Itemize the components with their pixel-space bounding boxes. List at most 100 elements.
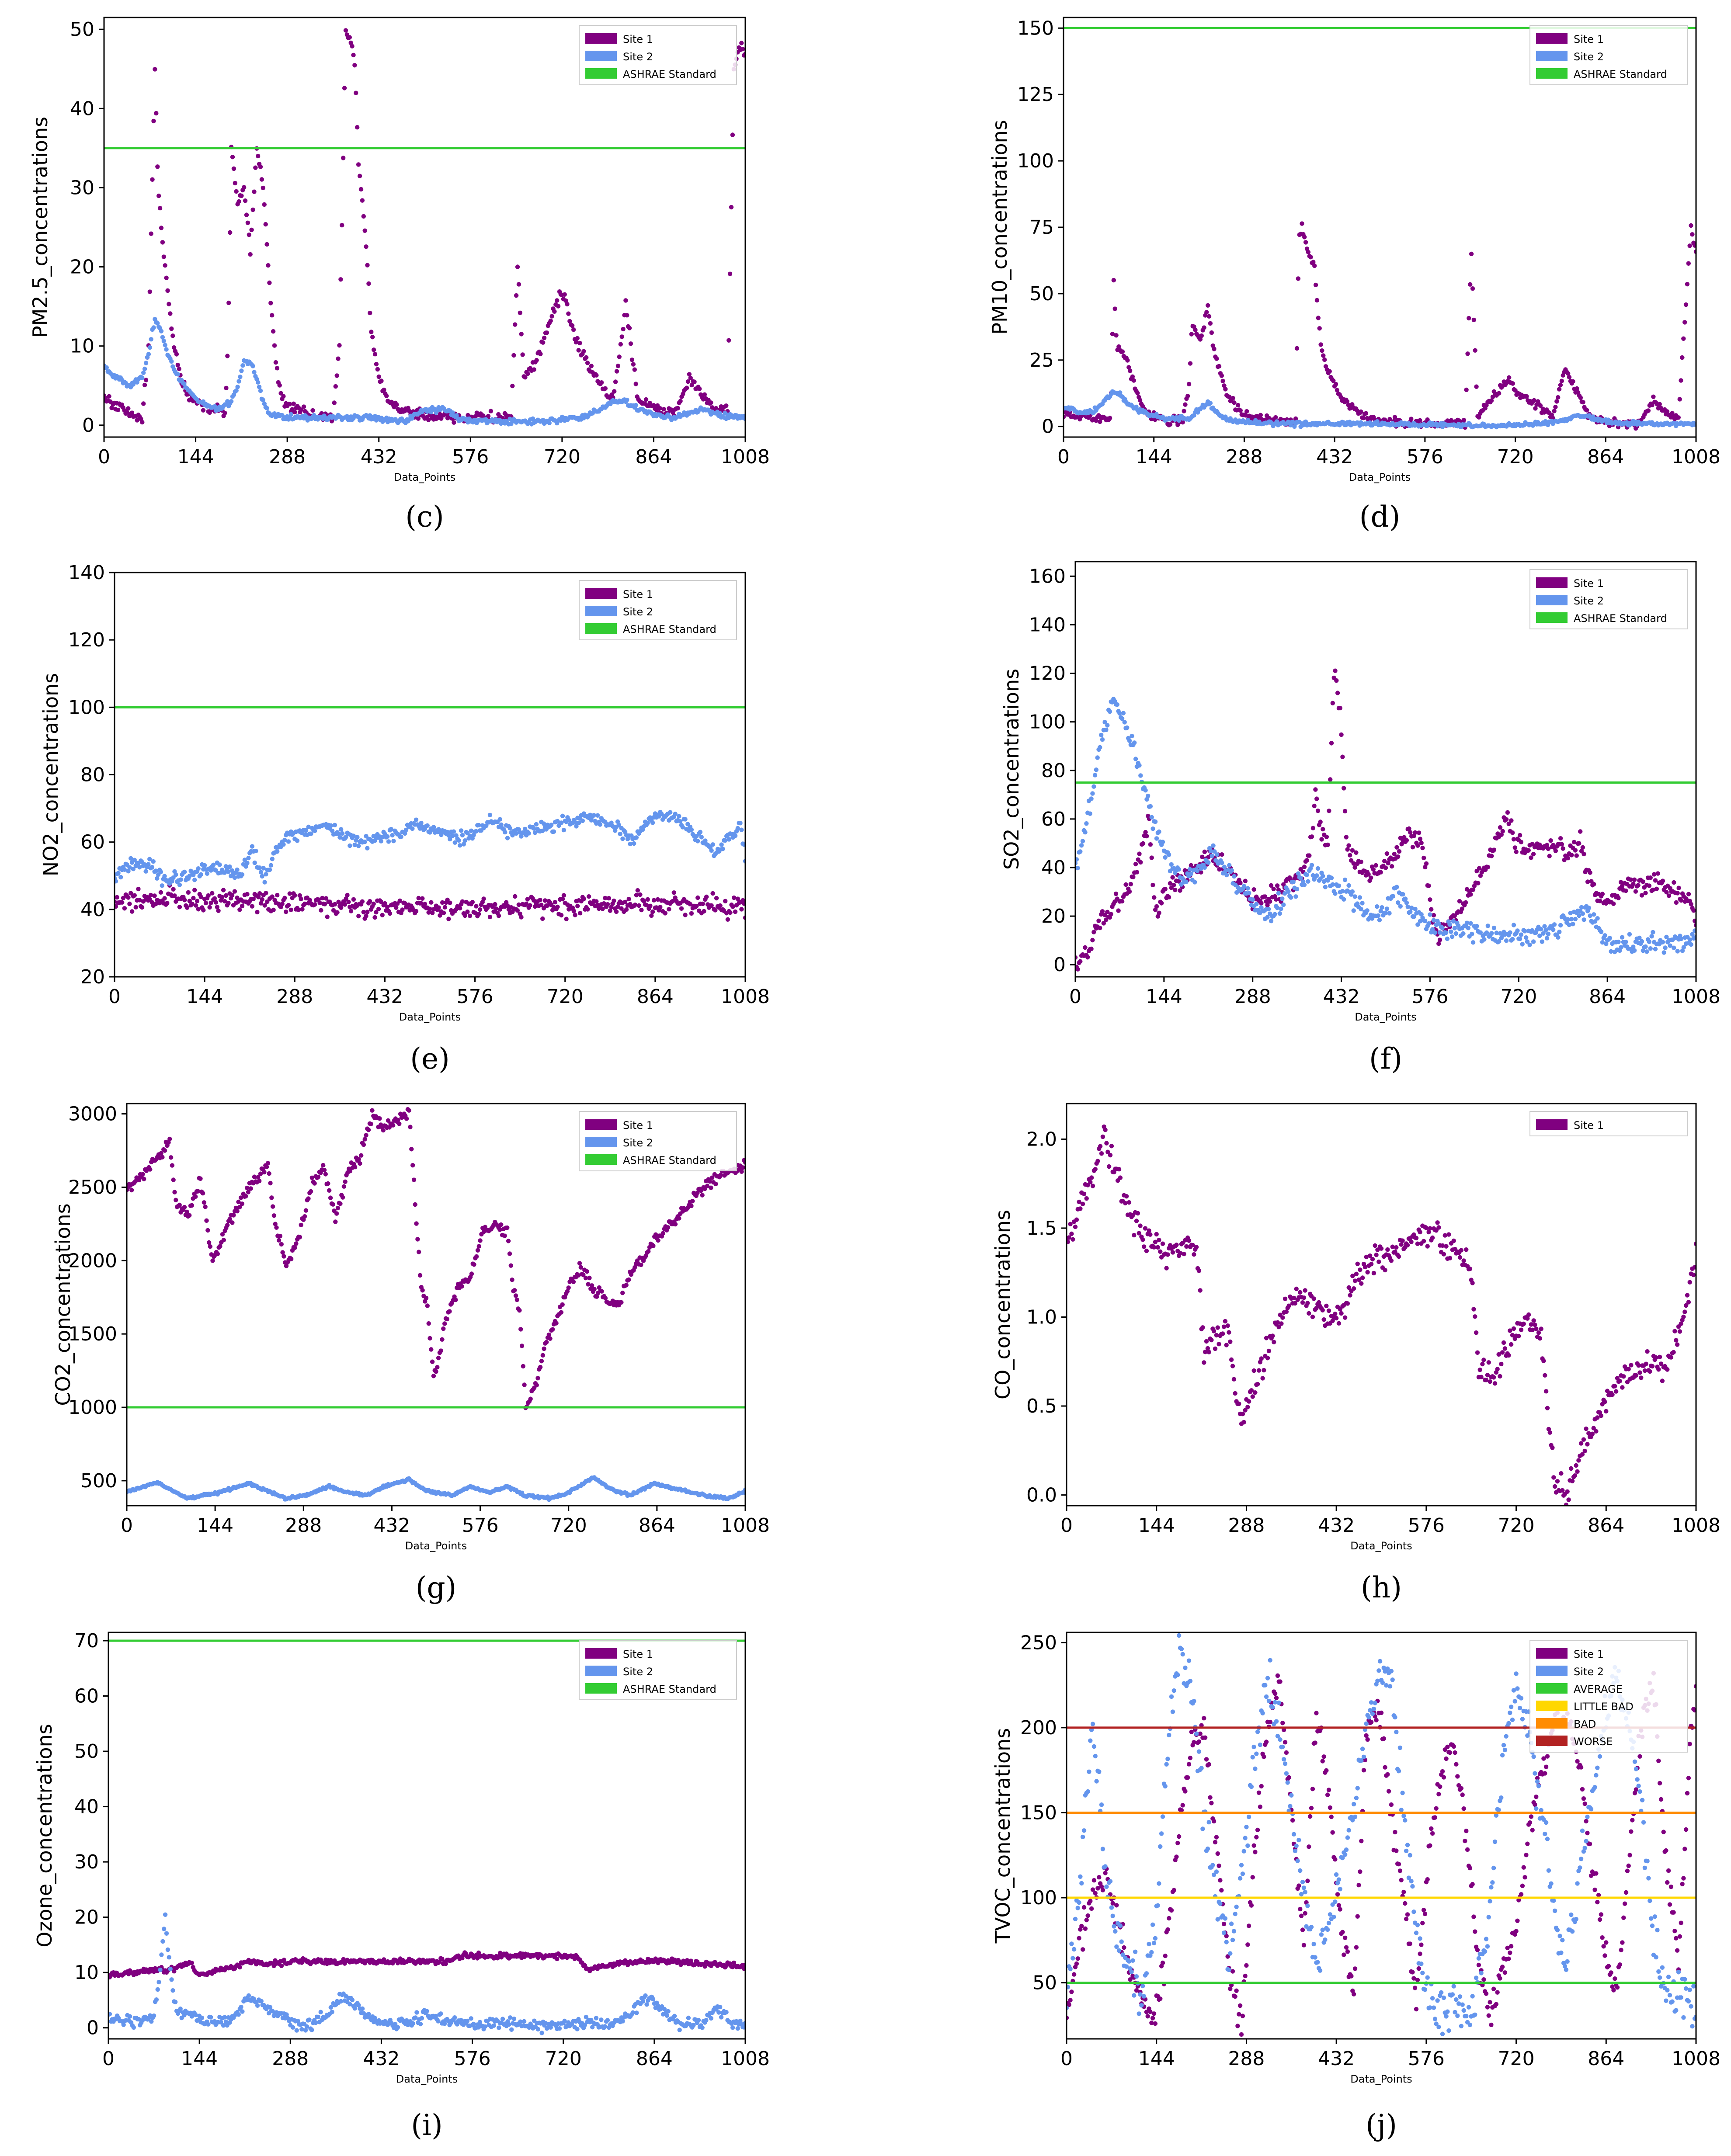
data-point <box>584 1269 590 1274</box>
data-point <box>270 313 275 318</box>
data-point <box>560 1302 565 1307</box>
data-point <box>1269 883 1274 888</box>
data-point <box>1224 872 1229 878</box>
data-point <box>343 1179 348 1184</box>
data-point <box>1313 282 1318 288</box>
data-point <box>277 383 282 388</box>
data-point <box>1327 369 1332 374</box>
data-point <box>528 903 532 908</box>
data-point <box>623 298 628 303</box>
data-point <box>1245 886 1250 891</box>
data-point <box>226 869 231 874</box>
data-point <box>409 1147 414 1152</box>
data-point <box>709 400 713 405</box>
data-point <box>547 420 552 425</box>
data-point <box>627 326 632 330</box>
data-point <box>577 340 582 346</box>
data-point <box>1655 871 1660 876</box>
data-point <box>345 892 350 898</box>
data-point <box>1166 895 1171 899</box>
data-point <box>380 835 385 840</box>
legend-swatch <box>1536 612 1568 623</box>
data-point <box>1600 940 1605 945</box>
data-point <box>1436 941 1441 946</box>
data-point <box>344 414 350 419</box>
data-point <box>335 1205 341 1211</box>
data-point <box>1543 928 1548 933</box>
data-point <box>562 292 567 297</box>
data-point <box>518 1327 523 1332</box>
data-point <box>1208 321 1213 326</box>
data-point <box>574 824 579 829</box>
data-point <box>127 901 132 906</box>
data-point <box>379 839 383 844</box>
data-point <box>613 379 618 384</box>
data-point <box>1377 917 1382 923</box>
data-point <box>420 896 425 901</box>
data-point <box>1075 967 1080 972</box>
data-point <box>553 900 558 905</box>
data-point <box>358 187 364 192</box>
data-point <box>544 330 549 335</box>
data-point <box>434 1369 438 1374</box>
data-point <box>573 820 577 825</box>
data-point <box>1125 358 1130 363</box>
data-point <box>633 403 638 408</box>
data-point <box>1567 922 1571 927</box>
data-point <box>147 857 152 862</box>
data-point <box>1685 282 1690 287</box>
data-point <box>264 406 269 411</box>
data-point <box>1230 396 1235 401</box>
chart-panel-g: 0 144 288 432 576 720 864 100850010001500200025… <box>51 1103 770 1604</box>
data-point <box>542 1346 546 1351</box>
data-point <box>542 898 548 903</box>
data-point <box>1660 878 1665 883</box>
data-point <box>566 1285 571 1290</box>
data-point <box>239 193 244 198</box>
data-point <box>1559 842 1564 847</box>
data-point <box>1409 906 1414 910</box>
data-point <box>1409 417 1414 421</box>
x-tick-label: 288 <box>269 446 306 468</box>
data-point <box>564 917 569 921</box>
data-point <box>374 910 379 915</box>
data-point <box>1556 935 1561 940</box>
data-point <box>671 890 677 895</box>
data-point <box>289 1257 294 1261</box>
data-point <box>577 911 583 916</box>
data-point <box>147 896 152 902</box>
data-point <box>366 1128 371 1132</box>
data-point <box>320 896 325 901</box>
data-point <box>261 185 265 191</box>
data-point <box>397 1121 402 1126</box>
data-point <box>372 915 377 920</box>
data-point <box>460 833 465 838</box>
data-point <box>469 828 474 833</box>
data-point <box>126 869 131 874</box>
data-point <box>297 1235 302 1239</box>
x-tick-label: 0 <box>1069 986 1081 1008</box>
data-point <box>115 879 118 884</box>
data-point <box>460 899 465 904</box>
data-point <box>1423 919 1428 924</box>
data-point <box>1467 316 1471 321</box>
data-point <box>258 1171 263 1176</box>
data-point <box>1078 959 1083 964</box>
data-point <box>540 1353 546 1358</box>
data-point <box>163 343 167 347</box>
data-point <box>223 893 228 898</box>
data-point <box>160 240 165 245</box>
data-point <box>1525 939 1530 944</box>
data-point <box>1325 878 1330 883</box>
x-tick-label: 0 <box>1057 446 1070 468</box>
data-point <box>1620 935 1625 940</box>
data-point <box>699 835 704 840</box>
y-tick-label: 10 <box>70 335 94 358</box>
data-point <box>336 831 341 837</box>
data-point <box>1144 833 1149 839</box>
data-point <box>170 1163 175 1168</box>
data-point <box>1664 890 1669 895</box>
data-point <box>1397 849 1402 854</box>
data-point <box>474 829 479 834</box>
data-point <box>513 894 518 899</box>
